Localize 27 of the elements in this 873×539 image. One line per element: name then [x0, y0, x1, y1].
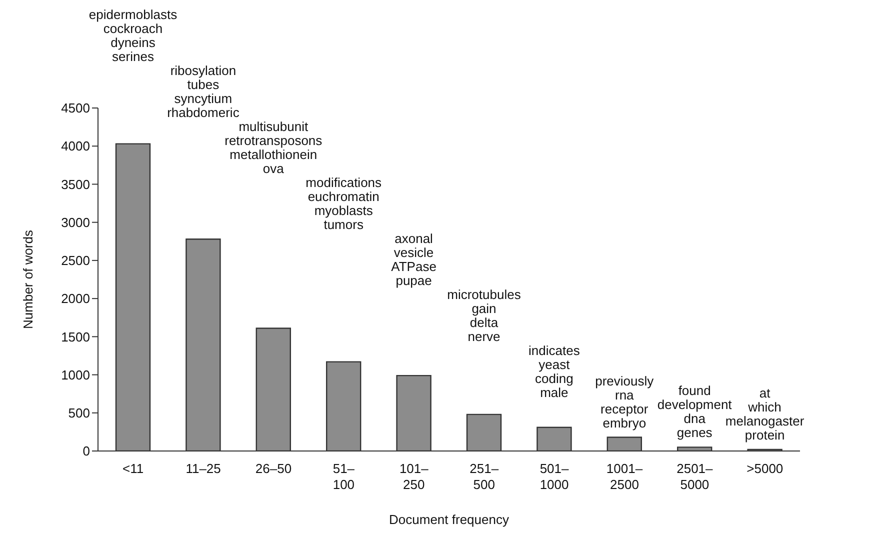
y-tick-label: 4500 — [61, 100, 90, 116]
x-tick-label: 11–25 — [186, 461, 221, 476]
x-axis-title: Document frequency — [389, 512, 510, 528]
annotation: previously rna receptor embryo — [595, 373, 654, 430]
x-tick-label: 26–50 — [255, 461, 292, 476]
y-tick-label: 500 — [68, 406, 90, 421]
x-tick-label: >5000 — [746, 461, 784, 476]
y-tick-label: 1000 — [61, 367, 90, 382]
y-tick-label: 0 — [82, 444, 90, 459]
x-tick-label: 101–250 — [399, 461, 430, 492]
annotation: microtubules gain delta nerve — [447, 287, 522, 344]
annotation: indicates yeast coding male — [528, 343, 580, 400]
y-tick-label: 1500 — [61, 329, 90, 344]
y-tick-label: 3500 — [61, 176, 90, 192]
x-tick-label: 1001–2500 — [606, 461, 644, 492]
annotation: axonal vesicle ATPase pupae — [391, 231, 436, 288]
y-axis-title: Number of words — [20, 230, 36, 329]
annotation: modifications euchromatin myoblasts tumors — [306, 175, 382, 232]
x-tick-label: 501–1000 — [540, 461, 570, 492]
x-tick-label: 251–500 — [470, 461, 500, 492]
y-tick-label: 3000 — [61, 214, 90, 230]
x-tick-label: <11 — [122, 461, 144, 476]
y-tick-label: 4000 — [61, 138, 90, 154]
x-tick-label: 51–100 — [332, 461, 356, 492]
y-tick-label: 2500 — [61, 253, 90, 268]
y-tick-label: 2000 — [61, 291, 90, 306]
x-tick-label: 2501–5000 — [676, 461, 714, 492]
